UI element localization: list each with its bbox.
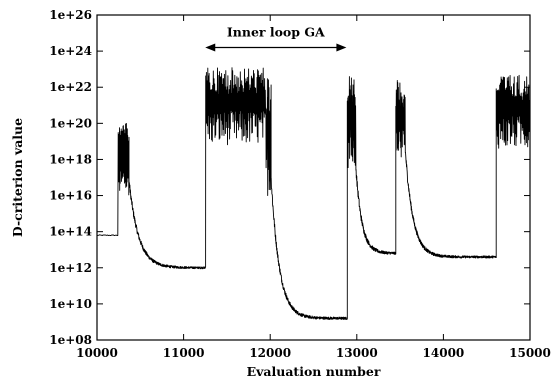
y-tick-label: 1e+24	[49, 44, 92, 58]
x-tick-label: 13000	[336, 346, 378, 360]
x-tick-label: 10000	[76, 346, 118, 360]
x-tick-label: 14000	[423, 346, 465, 360]
annotation-arrowhead-left	[205, 43, 216, 52]
x-tick-label: 11000	[163, 346, 205, 360]
y-tick-label: 1e+12	[49, 261, 92, 275]
y-tick-label: 1e+16	[49, 189, 92, 203]
x-tick-label: 12000	[249, 346, 291, 360]
y-tick-label: 1e+10	[49, 297, 92, 311]
plot-frame	[96, 14, 531, 341]
y-tick-label: 1e+20	[49, 116, 92, 130]
y-tick-label: 1e+08	[49, 333, 92, 347]
series-line	[96, 67, 531, 320]
annotation-label: Inner loop GA	[227, 25, 325, 40]
y-tick-label: 1e+26	[49, 8, 92, 22]
annotation-arrowhead-right	[336, 43, 347, 52]
y-tick-label: 1e+14	[49, 225, 92, 239]
y-axis-title: D-criterion value	[10, 118, 25, 237]
x-tick-label: 15000	[509, 346, 551, 360]
x-axis-title: Evaluation number	[247, 364, 381, 379]
y-tick-label: 1e+22	[49, 80, 92, 94]
y-tick-label: 1e+18	[49, 152, 92, 166]
